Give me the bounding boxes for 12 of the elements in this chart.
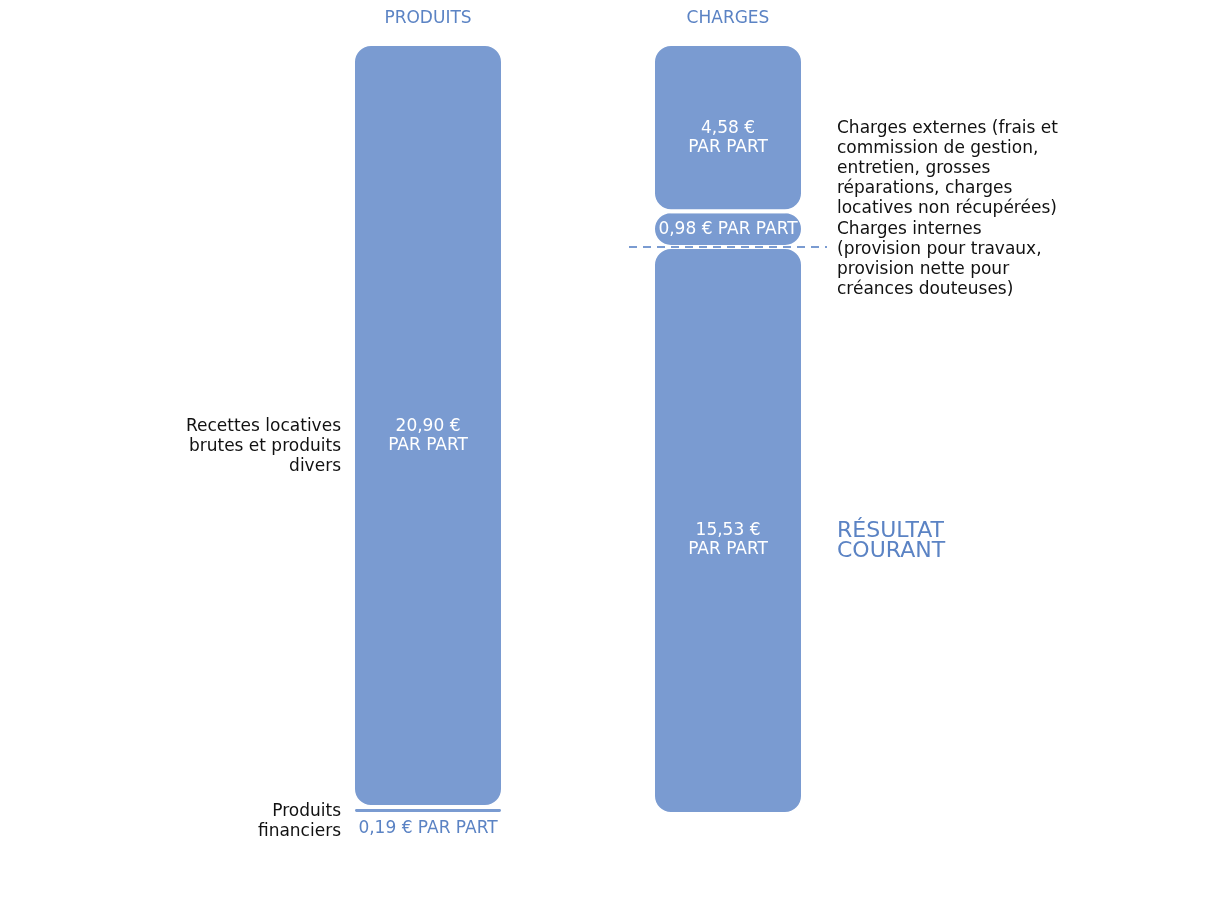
text: Charges internes (provision pour travaux, provision nette pour créances douteuses) (837, 218, 1042, 299)
data-label: 0,98 € PAR PART (658, 218, 799, 239)
x-tick-label: CHARGES (686, 6, 770, 27)
x-tick-label: PRODUITS (384, 6, 472, 27)
data-label: 4,58 € PAR PART (688, 116, 769, 156)
series-label: Charges externes (frais et commission de gestion, entretien, grosses réparations, charges locatives non récupérées) (837, 116, 1059, 217)
data-label: 20,90 € PAR PART (388, 414, 469, 454)
data-label: 0,19 € PAR PART (358, 817, 499, 837)
series-label: RÉSULTAT COURANT (837, 517, 946, 563)
data-label: 15,53 € PAR PART (688, 519, 769, 559)
series-label: Recettes locatives brutes et produits divers (185, 414, 342, 475)
series-label: Produits financiers (257, 799, 342, 840)
